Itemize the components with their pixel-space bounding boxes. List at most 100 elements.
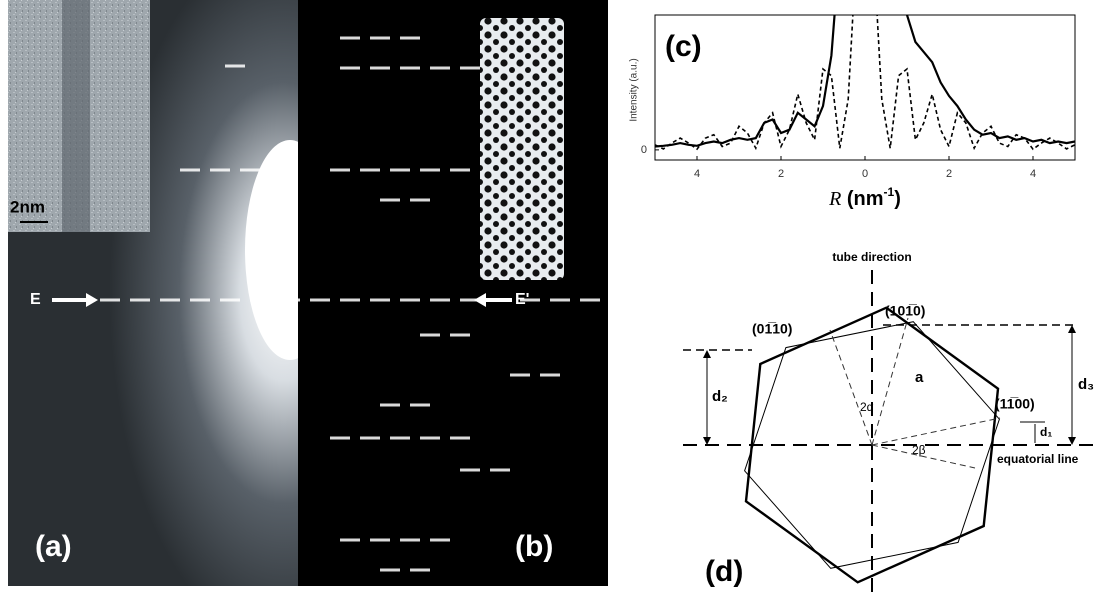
streak [160, 298, 180, 302]
beta-label: 2β [912, 443, 926, 457]
streak [410, 568, 430, 572]
streak [520, 298, 540, 302]
streak [280, 298, 300, 302]
arrowhead [703, 437, 711, 445]
streak [450, 168, 470, 172]
streak [250, 298, 270, 302]
x-label-unit: (nm [841, 188, 883, 210]
x-tick-label: 2 [778, 168, 784, 180]
arrowhead [1068, 437, 1076, 445]
x-tick-label: 0 [862, 168, 868, 180]
x-axis-label: R (nm-1) [828, 185, 901, 210]
streak [360, 436, 380, 440]
nanotube-model [480, 18, 564, 280]
streak [400, 298, 420, 302]
streak [340, 538, 360, 542]
radius-line [829, 329, 873, 446]
arrowhead [1068, 325, 1076, 333]
streak [430, 538, 450, 542]
x-label-exp: -1 [884, 185, 895, 199]
tube-image [62, 0, 90, 232]
streak [460, 468, 480, 472]
x-label-close: ) [894, 188, 901, 210]
y-tick-label: 0 [641, 144, 647, 156]
streak [240, 168, 260, 172]
streak [400, 538, 420, 542]
streak [370, 298, 390, 302]
streak [550, 298, 570, 302]
panel-label-b: (b) [515, 530, 553, 563]
streak [390, 436, 410, 440]
arrowhead [703, 350, 711, 358]
streak [410, 198, 430, 202]
streak [400, 66, 420, 70]
x-tick-label: 4 [694, 168, 700, 180]
streak [420, 333, 440, 337]
arrowhead-e-prime [474, 293, 486, 307]
streak [225, 64, 245, 68]
streak [100, 298, 120, 302]
plane-top-label: (101̅0) [885, 303, 925, 319]
streak [130, 298, 150, 302]
streak [220, 298, 240, 302]
series-line [655, 15, 1075, 148]
plane-left-label: (01̅10) [752, 321, 792, 337]
streak [490, 468, 510, 472]
d2-label: d₂ [712, 388, 728, 405]
streak [430, 66, 450, 70]
diagram-d: tube direction (01̅10) (101̅0) (11̅00) e… [683, 250, 1100, 596]
streak [460, 66, 480, 70]
equatorial-label: equatorial line [997, 452, 1079, 466]
streak [180, 168, 200, 172]
panel-label-a: (a) [35, 530, 72, 563]
marker-e-prime: E' [515, 291, 529, 308]
streak [450, 436, 470, 440]
radius-line [871, 444, 976, 469]
streak [420, 436, 440, 440]
streak [190, 298, 210, 302]
plane-right-label: (11̅00) [995, 396, 1035, 412]
panel-label-d: (d) [705, 555, 743, 588]
streak [370, 66, 390, 70]
streak [450, 333, 470, 337]
streak [330, 436, 350, 440]
streak [380, 568, 400, 572]
streak [370, 538, 390, 542]
streak [310, 298, 330, 302]
streak [400, 36, 420, 40]
chart-c: (c) Intensity (a.u.) R (nm-1) 4 2 0 2 4 0 [629, 14, 1076, 210]
d3-label: d₃ [1078, 376, 1094, 393]
streak [210, 168, 230, 172]
radius-line [871, 317, 909, 446]
x-tick-label: 4 [1030, 168, 1036, 180]
streak [380, 403, 400, 407]
streaks [100, 36, 600, 572]
d1-label: d₁ [1040, 425, 1052, 439]
alpha-label: 2α [860, 400, 874, 414]
arrowhead-e [86, 293, 98, 307]
panel-label-c: (c) [665, 30, 702, 63]
streak [510, 373, 530, 377]
radius-line [871, 417, 1001, 446]
streak [410, 403, 430, 407]
streak [580, 298, 600, 302]
streak [380, 198, 400, 202]
marker-e: E [30, 291, 41, 308]
streak [340, 66, 360, 70]
edge-label: a [915, 369, 924, 386]
streak [420, 168, 440, 172]
tube-direction-label: tube direction [832, 250, 911, 264]
x-tick-label: 2 [946, 168, 952, 180]
streak [340, 298, 360, 302]
streak [370, 36, 390, 40]
x-label-var: R [828, 188, 841, 210]
streak [430, 298, 450, 302]
streak [540, 373, 560, 377]
hexagon [744, 321, 1000, 569]
series-line [655, 15, 1075, 151]
scale-bar-label: 2nm [10, 197, 45, 216]
streak [340, 36, 360, 40]
hexagon [744, 306, 1000, 584]
